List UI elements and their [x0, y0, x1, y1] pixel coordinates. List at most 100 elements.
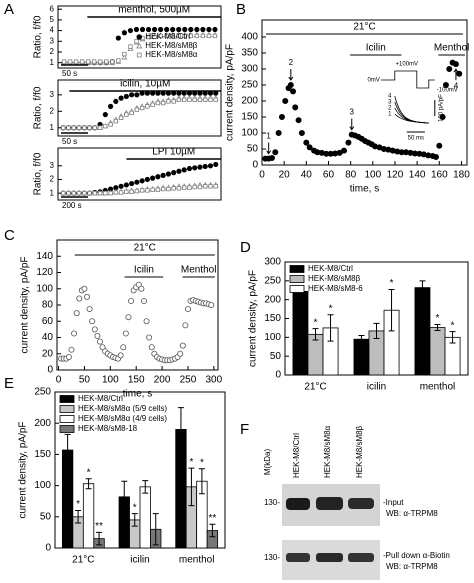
data-point	[182, 322, 189, 329]
point-label: 3	[350, 108, 355, 117]
significance-label: *	[200, 457, 204, 468]
scale-bar-label: 50 s	[62, 69, 77, 78]
blot-band	[316, 553, 343, 562]
legend-label: HEK-M8/Ctrl	[78, 394, 123, 403]
error-bar	[85, 478, 92, 490]
legend-swatch	[59, 415, 75, 423]
y-tick-label: 60	[42, 316, 54, 327]
data-point	[61, 190, 66, 196]
data-point	[133, 26, 140, 33]
y-tick-label: 1	[50, 123, 55, 132]
data-point	[203, 97, 208, 102]
blot-row-label: -Pull down α-Biotin	[383, 551, 450, 560]
data-point	[79, 59, 85, 64]
data-point	[200, 26, 206, 33]
data-point	[290, 88, 297, 95]
data-point	[76, 125, 82, 130]
data-point	[138, 285, 145, 292]
data-point	[76, 190, 82, 196]
data-point	[66, 190, 71, 196]
data-point	[134, 179, 140, 185]
legend-label: HEK-M8/sM8α	[145, 50, 198, 59]
data-point	[139, 188, 145, 193]
data-point	[113, 119, 118, 124]
y-tick-label: 100	[264, 332, 281, 343]
current-trace	[394, 95, 429, 124]
bar	[414, 287, 431, 376]
data-point	[61, 125, 66, 130]
data-point	[144, 176, 150, 183]
data-point	[176, 186, 182, 191]
bar	[429, 327, 446, 376]
point-label: 2	[289, 58, 294, 67]
y-tick-label: 4	[50, 26, 55, 35]
data-point	[155, 100, 161, 106]
data-point	[197, 97, 203, 102]
y-tick-label: 0	[275, 370, 281, 381]
mass-marker: 130-	[264, 553, 280, 562]
data-point	[145, 188, 150, 193]
data-point	[436, 142, 443, 149]
x-tick-label: icilin	[367, 382, 386, 393]
data-point	[186, 165, 193, 172]
y-tick-label: 250	[264, 275, 281, 286]
data-point	[146, 34, 151, 40]
data-point	[150, 175, 156, 181]
legend-label: HEK-M8/sM8β	[145, 41, 198, 50]
data-point	[73, 310, 80, 317]
data-point	[207, 163, 214, 169]
data-point	[275, 129, 282, 136]
data-point	[134, 39, 139, 44]
data-point	[84, 293, 91, 300]
pointer-head	[266, 150, 272, 155]
data-point	[91, 326, 98, 333]
y-tick-label: 5	[50, 15, 55, 24]
x-tick-label: 50	[79, 375, 91, 386]
data-point	[86, 306, 93, 313]
data-point	[165, 171, 172, 177]
data-point	[442, 81, 449, 88]
data-point	[67, 59, 73, 64]
y-axis-title: Ratio, f/f0	[33, 152, 44, 195]
data-point	[268, 154, 275, 161]
inset-scale-y-label: 100 pA/pF	[438, 94, 444, 122]
data-point	[117, 352, 124, 359]
significance-label: *	[329, 303, 333, 314]
data-point	[456, 70, 463, 77]
data-point	[143, 318, 150, 325]
error-bar	[373, 322, 380, 339]
data-point	[65, 353, 72, 360]
panel-label: E	[4, 375, 14, 392]
data-point	[166, 99, 171, 104]
data-point	[94, 332, 101, 339]
data-point	[150, 102, 155, 107]
bar	[139, 486, 151, 549]
data-point	[197, 164, 203, 170]
data-point	[128, 44, 133, 49]
axis-frame	[57, 5, 222, 69]
data-point	[107, 103, 114, 109]
data-point	[73, 59, 79, 64]
x-axis-title: time, s	[350, 184, 379, 195]
significance-label: *	[189, 457, 193, 468]
blot-row-label: -Input	[383, 498, 404, 507]
data-point	[86, 59, 91, 64]
data-point	[171, 99, 176, 104]
y-tick-label: 200	[264, 294, 281, 305]
current-trace	[394, 101, 429, 124]
error-bar	[142, 480, 149, 494]
data-point	[97, 190, 103, 196]
data-point	[129, 180, 135, 187]
data-point	[118, 183, 124, 189]
y-tick-label: 150	[264, 313, 281, 324]
data-point	[102, 111, 108, 118]
data-point	[452, 61, 459, 68]
x-tick-label: 150	[128, 375, 145, 386]
legend-label: HEK-M8/sM8β	[308, 274, 361, 283]
data-point	[76, 295, 83, 302]
trace-label: 1	[388, 112, 392, 118]
point-label: 1	[266, 132, 271, 141]
x-tick-label: icilin	[130, 555, 149, 566]
data-point	[129, 92, 135, 98]
pointer-head	[453, 68, 459, 73]
